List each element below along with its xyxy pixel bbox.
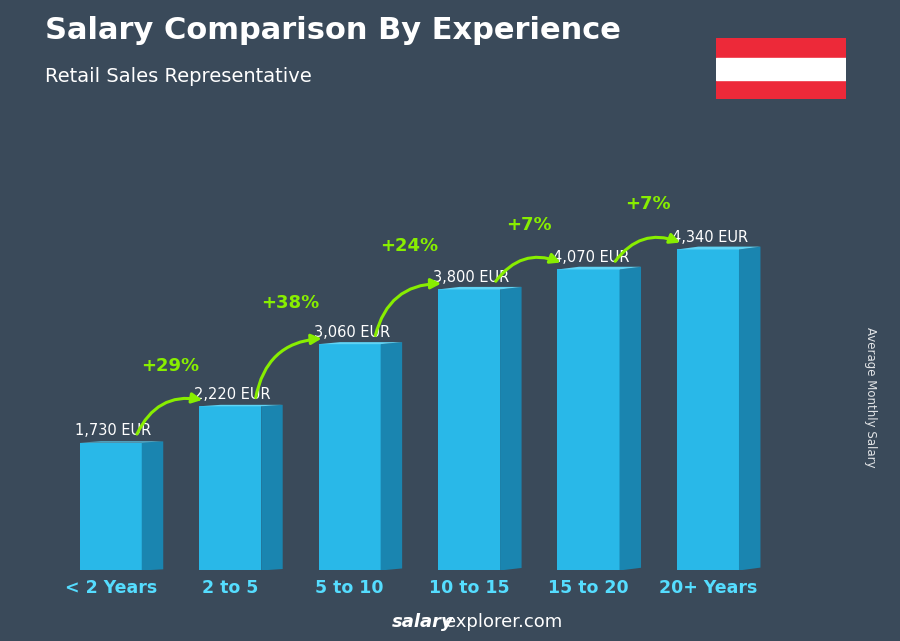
Text: +7%: +7% [506, 216, 552, 234]
Polygon shape [381, 342, 402, 570]
Text: +38%: +38% [261, 294, 319, 312]
Text: 3,800 EUR: 3,800 EUR [433, 270, 509, 285]
Text: Retail Sales Representative: Retail Sales Representative [45, 67, 311, 87]
Polygon shape [500, 287, 522, 570]
Polygon shape [261, 405, 283, 570]
Polygon shape [438, 287, 522, 290]
Polygon shape [79, 442, 142, 570]
Polygon shape [199, 405, 283, 406]
Text: 4,070 EUR: 4,070 EUR [553, 250, 629, 265]
Text: 2,220 EUR: 2,220 EUR [194, 387, 271, 402]
Text: +29%: +29% [141, 357, 200, 375]
Text: +24%: +24% [380, 237, 438, 255]
Text: 4,340 EUR: 4,340 EUR [672, 230, 748, 245]
Polygon shape [677, 247, 760, 249]
Text: 3,060 EUR: 3,060 EUR [314, 325, 390, 340]
Text: Average Monthly Salary: Average Monthly Salary [865, 327, 878, 468]
Text: 1,730 EUR: 1,730 EUR [75, 423, 151, 438]
Polygon shape [438, 290, 500, 570]
Text: +7%: +7% [626, 194, 671, 213]
Polygon shape [142, 442, 163, 570]
Polygon shape [319, 344, 381, 570]
Text: Salary Comparison By Experience: Salary Comparison By Experience [45, 16, 621, 45]
Polygon shape [557, 269, 619, 570]
Polygon shape [619, 267, 641, 570]
Polygon shape [557, 267, 641, 269]
Text: explorer.com: explorer.com [445, 613, 562, 631]
Polygon shape [739, 247, 760, 570]
Polygon shape [199, 406, 261, 570]
Bar [716, 58, 846, 79]
Text: salary: salary [392, 613, 454, 631]
Polygon shape [677, 249, 739, 570]
Polygon shape [319, 342, 402, 344]
